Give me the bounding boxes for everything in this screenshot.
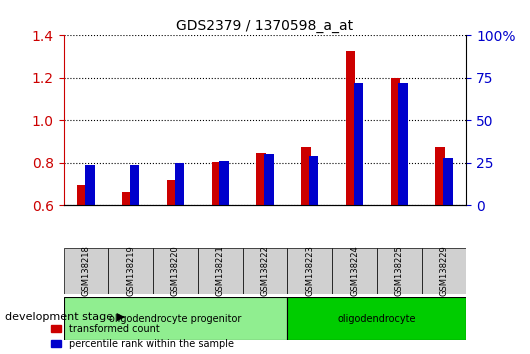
Text: oligodendrocyte: oligodendrocyte <box>338 314 416 324</box>
Bar <box>257 153 266 205</box>
FancyBboxPatch shape <box>198 248 243 294</box>
Bar <box>391 78 400 205</box>
Bar <box>443 158 453 205</box>
Text: GSM138218: GSM138218 <box>82 245 91 296</box>
FancyBboxPatch shape <box>64 248 108 294</box>
Title: GDS2379 / 1370598_a_at: GDS2379 / 1370598_a_at <box>176 19 354 33</box>
FancyBboxPatch shape <box>243 248 287 294</box>
Legend: transformed count, percentile rank within the sample: transformed count, percentile rank withi… <box>47 320 237 353</box>
Text: GSM138221: GSM138221 <box>216 245 225 296</box>
Bar <box>85 165 94 205</box>
Bar <box>436 147 445 205</box>
Text: development stage ▶: development stage ▶ <box>5 312 126 322</box>
Bar <box>219 161 229 205</box>
Bar <box>346 51 355 205</box>
Bar <box>211 162 221 205</box>
Bar <box>175 163 184 205</box>
FancyBboxPatch shape <box>153 248 198 294</box>
Bar <box>301 147 311 205</box>
Text: GSM138219: GSM138219 <box>126 245 135 296</box>
Bar <box>130 165 139 205</box>
Bar <box>167 180 176 205</box>
FancyBboxPatch shape <box>287 297 466 340</box>
FancyBboxPatch shape <box>287 248 332 294</box>
Bar <box>354 83 363 205</box>
Text: GSM138220: GSM138220 <box>171 245 180 296</box>
Bar <box>77 185 87 205</box>
Bar <box>399 83 408 205</box>
Text: oligodendrocyte progenitor: oligodendrocyte progenitor <box>109 314 242 324</box>
Bar <box>264 154 273 205</box>
Bar <box>122 192 131 205</box>
Text: GSM138229: GSM138229 <box>439 245 448 296</box>
FancyBboxPatch shape <box>64 297 287 340</box>
Bar <box>309 156 319 205</box>
Text: GSM138223: GSM138223 <box>305 245 314 296</box>
FancyBboxPatch shape <box>377 248 422 294</box>
Text: GSM138224: GSM138224 <box>350 245 359 296</box>
Text: GSM138222: GSM138222 <box>261 245 269 296</box>
Text: GSM138225: GSM138225 <box>395 245 404 296</box>
FancyBboxPatch shape <box>422 248 466 294</box>
FancyBboxPatch shape <box>332 248 377 294</box>
FancyBboxPatch shape <box>108 248 153 294</box>
